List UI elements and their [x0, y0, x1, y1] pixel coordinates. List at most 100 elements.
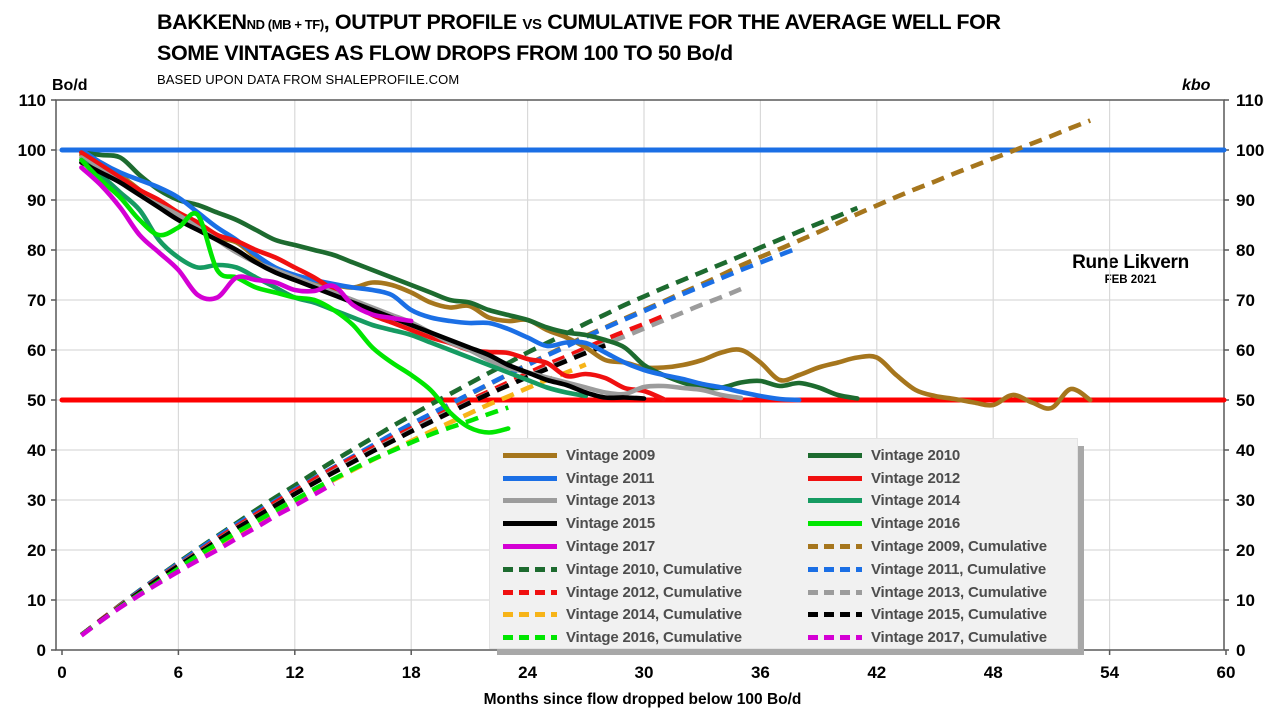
bottom-axis-tick-label: 30 — [635, 663, 654, 682]
dashed-line-swatch-icon — [808, 566, 862, 572]
legend-item: Vintage 2012 — [807, 470, 1077, 487]
dashed-line-swatch-icon — [808, 612, 862, 618]
solid-line-swatch-icon — [503, 521, 557, 527]
bottom-axis-tick-label: 48 — [984, 663, 1003, 682]
legend-item: Vintage 2010 — [807, 447, 1077, 464]
legend-item: Vintage 2013, Cumulative — [807, 584, 1077, 601]
dashed-line-swatch-icon — [503, 566, 557, 572]
title-part-output: , OUTPUT PROFILE — [323, 10, 523, 34]
left-axis-tick-label: 40 — [27, 441, 46, 460]
legend-label: Vintage 2009 — [566, 446, 656, 464]
series-vintage-2015 — [79, 160, 647, 401]
legend-label: Vintage 2014 — [871, 492, 961, 510]
title-part-formations: (MB + TF) — [264, 17, 324, 32]
legend: Vintage 2009 Vintage 2010 Vintage 2011 Vint… — [489, 438, 1078, 649]
left-axis-tick-label: 70 — [27, 291, 46, 310]
legend-label: Vintage 2011 — [566, 469, 655, 487]
legend-label: Vintage 2017, Cumulative — [871, 629, 1047, 647]
legend-label: Vintage 2015, Cumulative — [871, 606, 1047, 624]
series-vintage-2017 — [79, 165, 414, 324]
legend-label: Vintage 2013 — [566, 492, 656, 510]
dashed-line-swatch-icon — [503, 635, 557, 641]
series-vintage-2009-cumulative — [79, 118, 1092, 637]
chart-title-line2: SOME VINTAGES AS FLOW DROPS FROM 100 TO … — [157, 41, 733, 65]
bottom-axis-tick-label: 54 — [1100, 663, 1119, 682]
dashed-line-swatch-icon — [503, 589, 557, 595]
legend-item: Vintage 2014 — [807, 492, 1077, 509]
series-vintage-2016 — [79, 157, 511, 435]
right-axis-tick-label: 0 — [1236, 641, 1245, 660]
dashed-line-swatch-icon — [503, 612, 557, 618]
legend-label: Vintage 2009, Cumulative — [871, 538, 1047, 556]
right-axis-tick-label: 50 — [1236, 391, 1255, 410]
right-axis-tick-label: 80 — [1236, 241, 1255, 260]
bottom-axis-tick-label: 12 — [285, 663, 304, 682]
author-annotation: Rune Likvern FEB 2021 — [1048, 252, 1213, 286]
left-axis-tick-label: 50 — [27, 391, 46, 410]
left-axis-tick-label: 80 — [27, 241, 46, 260]
solid-line-swatch-icon — [503, 452, 557, 458]
legend-item: Vintage 2014, Cumulative — [502, 606, 807, 623]
right-axis-tick-label: 10 — [1236, 591, 1255, 610]
legend-item: Vintage 2010, Cumulative — [502, 561, 807, 578]
solid-line-swatch-icon — [808, 475, 862, 481]
solid-line-swatch-icon — [808, 452, 862, 458]
solid-line-swatch-icon — [503, 498, 557, 504]
right-axis-tick-label: 110 — [1236, 91, 1263, 110]
right-axis-tick-label: 40 — [1236, 441, 1255, 460]
title-part-vs: VS — [522, 16, 542, 33]
author-name: Rune Likvern — [1072, 252, 1189, 273]
legend-label: Vintage 2014, Cumulative — [566, 606, 742, 624]
legend-label: Vintage 2010, Cumulative — [566, 560, 742, 578]
legend-item: Vintage 2015, Cumulative — [807, 606, 1077, 623]
series-vintage-2010 — [79, 150, 860, 401]
left-axis-tick-label: 30 — [27, 491, 46, 510]
legend-item: Vintage 2011 — [502, 470, 807, 487]
legend-item: Vintage 2017 — [502, 538, 807, 555]
legend-label: Vintage 2016 — [871, 515, 961, 533]
left-axis-tick-label: 60 — [27, 341, 46, 360]
left-axis-tick-label: 10 — [27, 591, 46, 610]
solid-line-swatch-icon — [503, 475, 557, 481]
solid-line-swatch-icon — [808, 498, 862, 504]
chart-subtitle: BASED UPON DATA FROM SHALEPROFILE.COM — [157, 72, 460, 87]
dashed-line-swatch-icon — [808, 589, 862, 595]
bottom-axis-tick-label: 42 — [867, 663, 886, 682]
legend-label: Vintage 2012 — [871, 469, 961, 487]
series-vintage-2012 — [79, 150, 666, 402]
legend-item: Vintage 2011, Cumulative — [807, 561, 1077, 578]
bottom-axis-tick-label: 24 — [518, 663, 537, 682]
chart-title-line1: BAKKENND (MB + TF), OUTPUT PROFILE VS CU… — [157, 8, 1207, 39]
right-axis-tick-label: 100 — [1236, 141, 1264, 160]
bottom-axis-tick-label: 18 — [402, 663, 421, 682]
legend-label: Vintage 2012, Cumulative — [566, 583, 742, 601]
legend-label: Vintage 2010 — [871, 446, 961, 464]
legend-label: Vintage 2016, Cumulative — [566, 629, 742, 647]
solid-line-swatch-icon — [503, 544, 557, 550]
title-part-cumulative: CUMULATIVE FOR THE AVERAGE WELL FOR — [541, 10, 1001, 34]
legend-label: Vintage 2011, Cumulative — [871, 560, 1047, 578]
legend-item: Vintage 2016 — [807, 515, 1077, 532]
legend-label: Vintage 2017 — [566, 538, 656, 556]
legend-label: Vintage 2013, Cumulative — [871, 583, 1047, 601]
legend-label: Vintage 2015 — [566, 515, 656, 533]
legend-item: Vintage 2016, Cumulative — [502, 629, 807, 646]
series-vintage-2010-cumulative — [79, 205, 859, 637]
right-axis-tick-label: 60 — [1236, 341, 1255, 360]
solid-line-swatch-icon — [808, 521, 862, 527]
series-vintage-2017-cumulative — [80, 481, 335, 638]
legend-item: Vintage 2013 — [502, 492, 807, 509]
legend-item: Vintage 2015 — [502, 515, 807, 532]
right-axis-tick-label: 90 — [1236, 191, 1255, 210]
left-axis-unit-label: Bo/d — [52, 77, 88, 94]
bottom-axis-tick-label: 60 — [1217, 663, 1236, 682]
series-vintage-2011-cumulative — [79, 245, 801, 637]
dashed-line-swatch-icon — [808, 635, 862, 641]
left-axis-tick-label: 110 — [19, 91, 46, 110]
legend-item: Vintage 2009, Cumulative — [807, 538, 1077, 555]
right-axis-tick-label: 20 — [1236, 541, 1255, 560]
left-axis-tick-label: 0 — [37, 641, 46, 660]
right-axis-tick-label: 70 — [1236, 291, 1255, 310]
legend-item: Vintage 2012, Cumulative — [502, 584, 807, 601]
